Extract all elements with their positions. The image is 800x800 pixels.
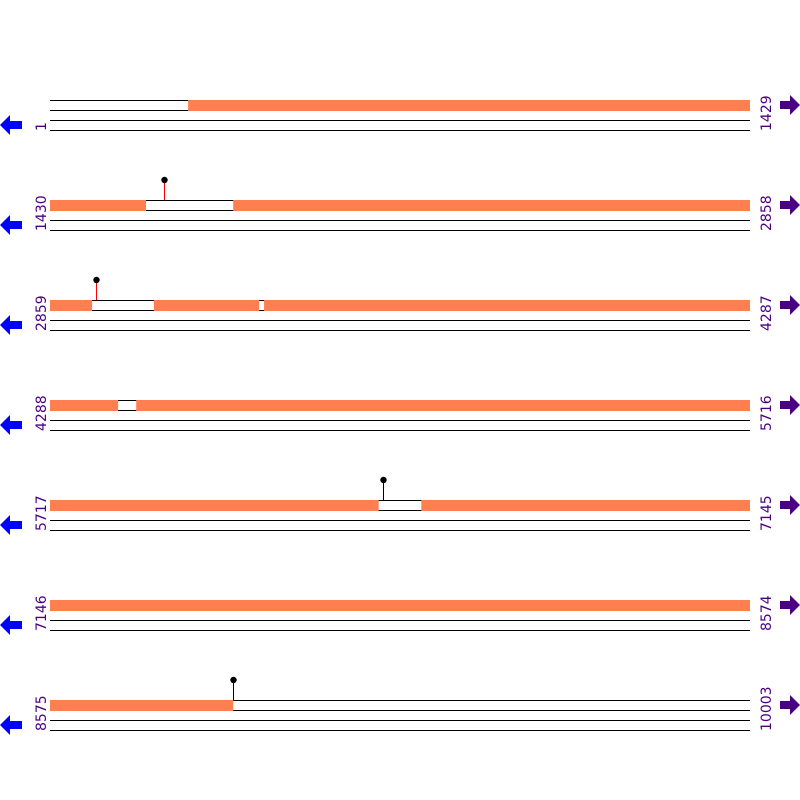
row-end-label: 2858: [759, 195, 775, 231]
row-start-label: 2859: [34, 295, 50, 331]
row-start-label: 1430: [34, 195, 50, 231]
lollipop-marker-icon: [161, 176, 168, 184]
arrow-right-icon: [780, 595, 800, 615]
arrow-left-icon: [0, 315, 22, 335]
arrow-right-icon: [780, 195, 800, 215]
row-start-label: 5717: [34, 495, 50, 531]
arrow-right-icon: [780, 295, 800, 315]
feature-segment: [153, 300, 260, 311]
row-end-label: 5716: [759, 395, 775, 431]
row-end-label: 8574: [759, 595, 775, 631]
feature-segment: [50, 500, 379, 511]
track-row: 1 1429: [0, 95, 800, 135]
feature-segment: [421, 500, 750, 511]
feature-segment: [50, 400, 119, 411]
track-row: 2859 4287: [0, 276, 800, 335]
lollipop-marker-icon: [93, 276, 100, 284]
row-start-label: 4288: [34, 395, 50, 431]
feature-segment: [136, 400, 751, 411]
lollipop-marker-icon: [380, 476, 387, 484]
track-row: 4288 5716: [0, 395, 800, 435]
track-row: 8575 10003: [0, 676, 800, 735]
arrow-right-icon: [780, 695, 800, 715]
feature-segment: [50, 700, 234, 711]
feature-segment: [188, 100, 751, 111]
lollipop-marker-icon: [230, 676, 237, 684]
feature-segment: [50, 200, 147, 211]
row-end-label: 7145: [759, 495, 775, 531]
arrow-left-icon: [0, 615, 22, 635]
arrow-right-icon: [780, 395, 800, 415]
row-start-label: 8575: [34, 695, 50, 731]
track-row: 7146 8574: [0, 595, 800, 635]
arrow-left-icon: [0, 415, 22, 435]
arrow-left-icon: [0, 515, 22, 535]
track-row: 1430 2858: [0, 176, 800, 235]
feature-segment: [50, 600, 750, 611]
track-row: 5717 7145: [0, 476, 800, 535]
arrow-left-icon: [0, 215, 22, 235]
feature-segment: [50, 300, 93, 311]
row-start-label: 1: [34, 122, 50, 131]
arrow-right-icon: [780, 95, 800, 115]
feature-segment: [233, 200, 751, 211]
row-end-label: 10003: [759, 686, 775, 731]
arrow-left-icon: [0, 715, 22, 735]
arrow-left-icon: [0, 115, 22, 135]
row-end-label: 4287: [759, 295, 775, 331]
arrow-right-icon: [780, 495, 800, 515]
feature-segment: [264, 300, 750, 311]
row-end-label: 1429: [759, 95, 775, 131]
row-start-label: 7146: [34, 595, 50, 631]
